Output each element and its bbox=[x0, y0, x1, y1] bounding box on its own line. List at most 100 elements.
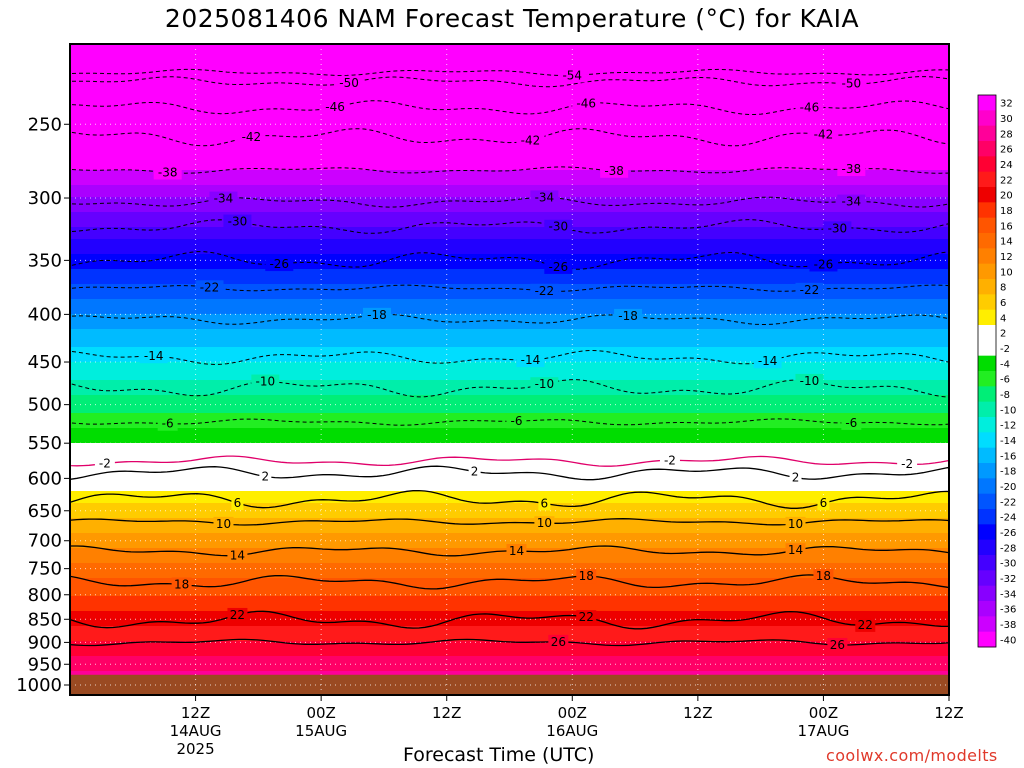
temperature-band bbox=[70, 542, 949, 546]
x-tick-label-time: 12Z bbox=[683, 704, 712, 722]
isotherm-label: -46 bbox=[576, 96, 596, 110]
temperature-band bbox=[70, 83, 949, 87]
temperature-band bbox=[70, 635, 949, 639]
colorbar-label: -6 bbox=[1000, 375, 1010, 386]
temperature-band bbox=[70, 491, 949, 495]
isotherm-label: 22 bbox=[579, 610, 594, 624]
temperature-band bbox=[70, 524, 949, 528]
isotherm-label: -34 bbox=[842, 195, 862, 209]
chart-title: 2025081406 NAM Forecast Temperature (°C)… bbox=[164, 4, 860, 33]
colorbar-swatch bbox=[978, 432, 996, 449]
temperature-band bbox=[70, 344, 949, 348]
temperature-band bbox=[70, 605, 949, 609]
temperature-band bbox=[70, 47, 949, 51]
colorbar-swatch bbox=[978, 570, 996, 587]
isotherm-label: 6 bbox=[541, 496, 549, 510]
colorbar-swatch bbox=[978, 171, 996, 188]
temperature-band bbox=[70, 401, 949, 405]
temperature-band bbox=[70, 356, 949, 360]
temperature-band bbox=[70, 266, 949, 270]
isotherm-label: -10 bbox=[535, 377, 555, 391]
temperature-band bbox=[70, 659, 949, 663]
y-tick-label: 750 bbox=[28, 559, 62, 580]
temperature-band bbox=[70, 68, 949, 72]
temperature-band bbox=[70, 518, 949, 522]
isotherm-label: 2 bbox=[262, 470, 270, 484]
temperature-band bbox=[70, 161, 949, 165]
temperature-band bbox=[70, 284, 949, 288]
isotherm-label-bg bbox=[753, 354, 782, 369]
temperature-band bbox=[70, 182, 949, 186]
temperature-band bbox=[70, 626, 949, 630]
isotherm-label-bg bbox=[789, 470, 802, 485]
isotherm-line bbox=[70, 128, 949, 147]
temperature-band bbox=[70, 368, 949, 372]
temperature-band bbox=[70, 461, 949, 465]
isotherm-label: -22 bbox=[535, 284, 555, 298]
colorbar-label: -14 bbox=[1000, 436, 1016, 447]
isotherm-label-bg bbox=[572, 96, 601, 111]
temperature-band bbox=[70, 101, 949, 105]
temperature-band bbox=[70, 326, 949, 330]
isotherm-label: -38 bbox=[842, 162, 862, 176]
isotherm-label: -14 bbox=[521, 353, 541, 367]
isotherm-label: -26 bbox=[549, 260, 569, 274]
temperature-band bbox=[70, 104, 949, 108]
temperature-band bbox=[70, 227, 949, 231]
colorbar-swatch bbox=[978, 631, 996, 648]
temperature-band bbox=[70, 476, 949, 480]
x-tick-label-date: 14AUG bbox=[170, 722, 222, 740]
colorbar-swatch bbox=[978, 125, 996, 142]
plot-frame bbox=[69, 43, 950, 696]
temperature-band bbox=[70, 572, 949, 576]
temperature-band bbox=[70, 593, 949, 597]
temperature-band bbox=[70, 473, 949, 477]
temperature-band bbox=[70, 194, 949, 198]
isotherm-label-bg bbox=[548, 634, 569, 649]
isotherm-label: -38 bbox=[158, 166, 178, 180]
x-tick-label-year: 2025 bbox=[176, 740, 214, 758]
temperature-band bbox=[70, 65, 949, 69]
isotherm-label-bg bbox=[251, 374, 280, 389]
temperature-band bbox=[70, 608, 949, 612]
isotherm-label-bg bbox=[538, 496, 551, 511]
colorbar-swatch bbox=[978, 555, 996, 571]
isotherm-label: 14 bbox=[509, 544, 524, 558]
colorbar-swatch bbox=[978, 263, 996, 280]
isotherm-label-bg bbox=[827, 637, 848, 652]
isotherm-line bbox=[70, 100, 949, 115]
isotherm-line bbox=[70, 251, 949, 270]
temperature-band bbox=[70, 188, 949, 192]
isotherm-line bbox=[70, 166, 949, 174]
colorbar-swatch bbox=[978, 340, 996, 357]
temperature-band bbox=[70, 431, 949, 435]
temperature-band bbox=[70, 614, 949, 618]
temperature-band bbox=[70, 242, 949, 246]
isotherm-line bbox=[70, 455, 949, 467]
isotherm-label: -2 bbox=[99, 457, 111, 471]
colorbar-label: -4 bbox=[1000, 359, 1010, 370]
temperature-band bbox=[70, 287, 949, 291]
isotherm-line bbox=[70, 68, 949, 77]
temperature-band bbox=[70, 341, 949, 345]
isotherm-label: 10 bbox=[537, 516, 552, 530]
temperature-band bbox=[70, 167, 949, 171]
isotherm-label-bg bbox=[837, 76, 866, 91]
temperature-band bbox=[70, 566, 949, 570]
temperature-band bbox=[70, 290, 949, 294]
x-tick-label-time: 00Z bbox=[558, 704, 587, 722]
isotherm-label-bg bbox=[809, 257, 838, 272]
temperature-band bbox=[70, 191, 949, 195]
temperature-band bbox=[70, 224, 949, 228]
isotherm-label-bg bbox=[855, 617, 876, 632]
isotherm-label: -18 bbox=[618, 309, 638, 323]
temperature-band bbox=[70, 260, 949, 264]
temperature-band bbox=[70, 44, 949, 48]
colorbar-label: -30 bbox=[1000, 559, 1016, 570]
isotherm-label-bg bbox=[534, 516, 555, 531]
temperature-band bbox=[70, 560, 949, 564]
temperature-band bbox=[70, 656, 949, 660]
temperature-band bbox=[70, 50, 949, 54]
isotherm-label-bg bbox=[659, 453, 680, 468]
colorbar-swatch bbox=[978, 463, 996, 479]
